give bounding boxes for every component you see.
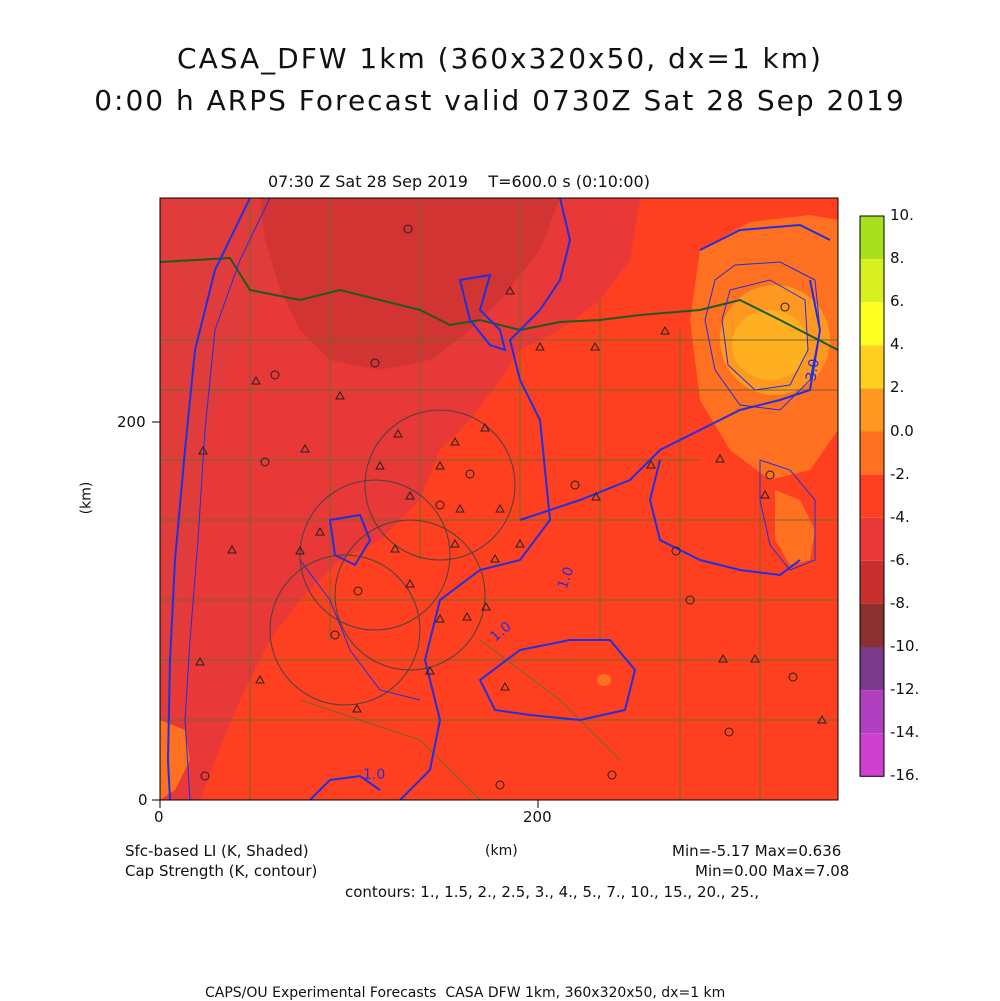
li-shading-west-band (160, 198, 330, 760)
colorbar-swatch (860, 647, 884, 691)
y-tick-200: 200 (117, 413, 146, 431)
legend-cap: Cap Strength (K, contour) (125, 862, 318, 880)
colorbar-swatch (860, 388, 884, 432)
colorbar-swatch (860, 733, 884, 777)
state-border (160, 256, 838, 351)
li-shading-small-patch (597, 674, 611, 686)
colorbar-label: 0.0 (890, 421, 914, 440)
stats-li: Min=-5.17 Max=0.636 (672, 842, 842, 860)
subtitle: 07:30 Z Sat 28 Sep 2019 T=600.0 s (0:10:… (268, 172, 650, 191)
colorbar-swatch (860, 690, 884, 734)
colorbar (859, 215, 885, 777)
colorbar-swatch (860, 345, 884, 389)
li-shading-ne-center (732, 310, 808, 380)
colorbar-label: -4. (890, 507, 910, 526)
colorbar-frame (859, 215, 885, 777)
colorbar-swatch (860, 560, 884, 604)
map-content (160, 198, 838, 800)
colorbar-label: 8. (890, 249, 905, 268)
footer: CAPS/OU Experimental Forecasts CASA DFW … (205, 985, 726, 1001)
x-tick-0: 0 (154, 808, 164, 826)
contour-label: 1.0 (363, 767, 386, 783)
y-tick-0: 0 (138, 791, 148, 809)
colorbar-label: 10. (890, 206, 914, 224)
colorbar-swatch (860, 431, 884, 475)
cap-contours (166, 198, 831, 800)
colorbar-label: 4. (890, 335, 905, 354)
colorbar-swatch (860, 474, 884, 518)
colorbar-label: -14. (890, 723, 920, 742)
li-shading-darker-north (260, 198, 560, 370)
colorbar-label: -12. (890, 680, 920, 699)
axis-ticks (152, 421, 539, 808)
colorbar-swatch (860, 302, 884, 346)
station-markers (195, 224, 827, 790)
colorbar-label: -10. (890, 637, 920, 655)
colorbar-label: -2. (890, 464, 910, 483)
colorbar-swatch (860, 259, 884, 303)
title-line-1: CASA_DFW 1km (360x320x50, dx=1 km) (177, 42, 823, 75)
colorbar-swatch (860, 517, 884, 561)
county-lines (160, 198, 838, 800)
x-axis-label: (km) (485, 843, 518, 859)
colorbar-swatch (860, 603, 884, 647)
colorbar-label: -8. (890, 593, 910, 612)
radar-circles (269, 409, 516, 706)
x-tick-200: 200 (523, 808, 552, 826)
legend-li: Sfc-based LI (K, Shaded) (125, 842, 309, 860)
li-shading-east-patch (775, 490, 815, 565)
colorbar-label: -16. (890, 766, 920, 785)
colorbar-label: 2. (890, 378, 905, 397)
title-line-2: 0:00 h ARPS Forecast valid 0730Z Sat 28 … (94, 84, 906, 117)
colorbar-swatch (860, 216, 884, 260)
colorbar-label: -6. (890, 550, 910, 569)
y-axis-label: (km) (78, 481, 95, 515)
stats-cap: Min=0.00 Max=7.08 (695, 862, 850, 880)
map-frame (159, 197, 839, 801)
contour-list: contours: 1., 1.5, 2., 2.5, 3., 4., 5., … (345, 883, 759, 901)
colorbar-label: 6. (890, 292, 905, 311)
